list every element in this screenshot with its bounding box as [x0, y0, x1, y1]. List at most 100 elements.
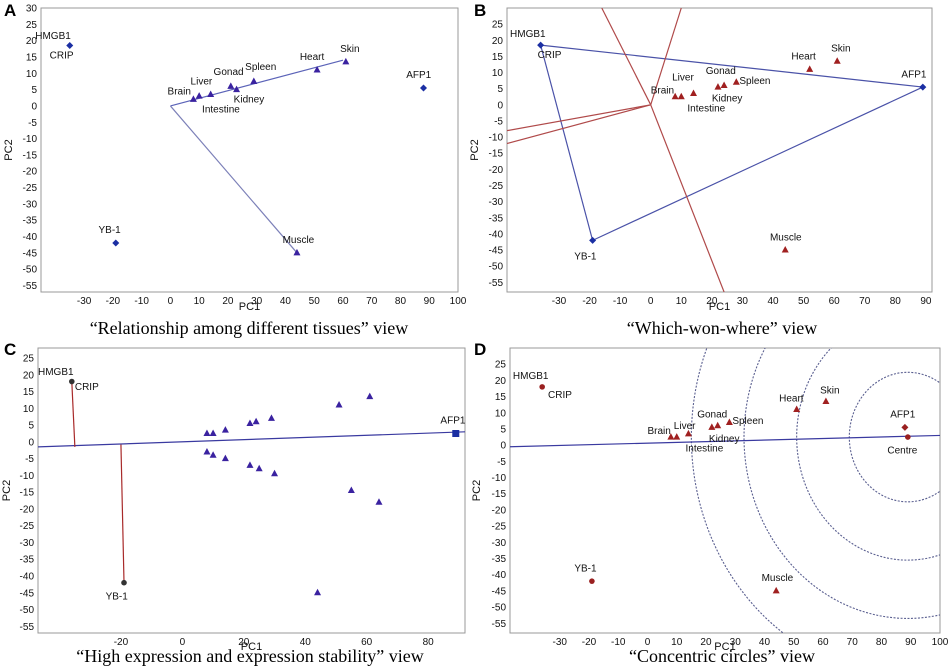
crip-label: CRIP: [538, 50, 562, 61]
y-tick-label: -25: [492, 522, 507, 533]
kidney-marker: [714, 421, 722, 429]
y-tick-label: -5: [28, 118, 37, 129]
muscle-label: Muscle: [283, 235, 315, 246]
unlabeled-marker: [246, 419, 254, 426]
yb-1-marker: [121, 579, 127, 586]
kidney-marker: [233, 85, 241, 93]
x-tick-label: 30: [251, 296, 263, 307]
y-tick-label: 25: [26, 20, 38, 31]
x-tick-label: 30: [730, 637, 742, 648]
y-tick-label: -25: [20, 521, 35, 532]
intestine-label: Intestine: [202, 104, 240, 115]
y-tick-label: 5: [28, 421, 34, 432]
yb-1-label: YB-1: [574, 252, 597, 263]
y-tick-label: 0: [28, 437, 34, 448]
x-tick-label: 90: [920, 296, 932, 307]
y-tick-label: -55: [23, 281, 38, 292]
y-tick-label: 15: [495, 392, 507, 403]
liver-marker: [195, 92, 203, 99]
x-tick-label: 20: [222, 296, 234, 307]
x-tick-label: 40: [767, 296, 779, 307]
y-tick-label: 5: [497, 84, 503, 95]
yb-1-marker: [589, 578, 595, 584]
panel-b-caption: “Which-won-where” view: [627, 318, 817, 338]
panel-b: B “Which-won-where” view: [474, 1, 933, 338]
skin-label: Skin: [340, 44, 359, 55]
y-tick-label: 0: [497, 100, 503, 111]
biplot-line: [507, 104, 651, 145]
panel-b-letter: B: [474, 1, 486, 20]
brain-label: Brain: [651, 86, 674, 97]
biplot-line: [540, 44, 594, 241]
liver-label: Liver: [674, 421, 696, 432]
y-tick-label: 20: [26, 36, 38, 47]
afp1-marker: [919, 83, 927, 91]
skin-label: Skin: [820, 385, 839, 396]
y-tick-label: -20: [23, 167, 38, 178]
biplot-line: [120, 444, 125, 583]
x-tick-label: 80: [876, 637, 888, 648]
brain-label: Brain: [168, 87, 191, 98]
y-tick-label: 15: [23, 387, 35, 398]
y-tick-label: -50: [23, 265, 38, 276]
x-tick-label: 40: [280, 296, 292, 307]
crip-label: CRIP: [50, 51, 74, 62]
y-tick-label: -30: [23, 199, 38, 210]
yb-1-label: YB-1: [574, 563, 597, 574]
x-tick-label: -20: [582, 296, 597, 307]
y-tick-label: -5: [494, 116, 503, 127]
afp1-label: AFP1: [406, 70, 431, 81]
y-tick-label: -45: [492, 586, 507, 597]
x-tick-label: 30: [737, 296, 749, 307]
gonad-marker: [714, 83, 722, 90]
y-axis-label: PC2: [3, 139, 15, 160]
panel-c: C “High expression and expression stabil…: [4, 340, 466, 666]
brain-marker: [189, 95, 197, 102]
x-tick-label: 70: [859, 296, 871, 307]
panel-d: D “Concentric circles” view: [474, 340, 941, 666]
y-tick-label: -35: [23, 216, 38, 227]
y-tick-label: -10: [23, 134, 38, 145]
spleen-marker: [250, 77, 258, 84]
muscle-label: Muscle: [762, 573, 794, 584]
panel-d-frame: [509, 347, 941, 634]
brain-marker: [671, 92, 679, 100]
y-tick-label: 15: [26, 52, 38, 63]
yb-1-marker: [112, 239, 120, 247]
y-tick-label: -35: [489, 213, 504, 224]
yb-1-label: YB-1: [99, 225, 122, 236]
x-tick-label: 60: [817, 637, 829, 648]
panel-c-frame: [37, 347, 466, 634]
x-tick-label: 10: [194, 296, 206, 307]
hmgb1-label: HMGB1: [35, 31, 71, 42]
x-tick-label: -30: [77, 296, 92, 307]
x-axis-label: PC1: [714, 641, 735, 653]
unlabeled-marker: [209, 429, 217, 436]
plot-area-d: -30 -20 -10 0 10 20 30 40 50 60 70 80 90 100252015105…: [471, 348, 948, 653]
y-tick-label: 5: [31, 85, 37, 96]
liver-label: Liver: [672, 73, 694, 84]
biplot-line: [601, 8, 652, 106]
x-tick-label: 0: [648, 296, 654, 307]
y-tick-label: 10: [492, 68, 504, 79]
panel-c-caption: “High expression and expression stabilit…: [76, 646, 423, 666]
y-tick-label: 10: [495, 408, 507, 419]
x-tick-label: 60: [829, 296, 841, 307]
x-tick-label: 10: [676, 296, 688, 307]
y-tick-label: -35: [492, 554, 507, 565]
afp1-label: AFP1: [440, 415, 465, 426]
plot-content: [507, 8, 927, 292]
muscle-marker: [781, 246, 789, 253]
y-tick-label: -30: [492, 538, 507, 549]
y-tick-label: -35: [20, 555, 35, 566]
unlabeled-marker: [335, 401, 343, 408]
heart-label: Heart: [779, 393, 804, 404]
x-tick-label: 20: [238, 637, 250, 648]
skin-label: Skin: [831, 44, 850, 55]
plot-area-b: -30 -20 -10 0 10 20 30 40 50 60 70 80 902520151050-5…: [469, 8, 932, 313]
intestine-marker: [207, 90, 215, 98]
y-tick-label: -55: [20, 622, 35, 633]
spleen-marker: [732, 78, 740, 85]
x-tick-label: 10: [671, 637, 683, 648]
yb-1-marker: [589, 236, 597, 244]
